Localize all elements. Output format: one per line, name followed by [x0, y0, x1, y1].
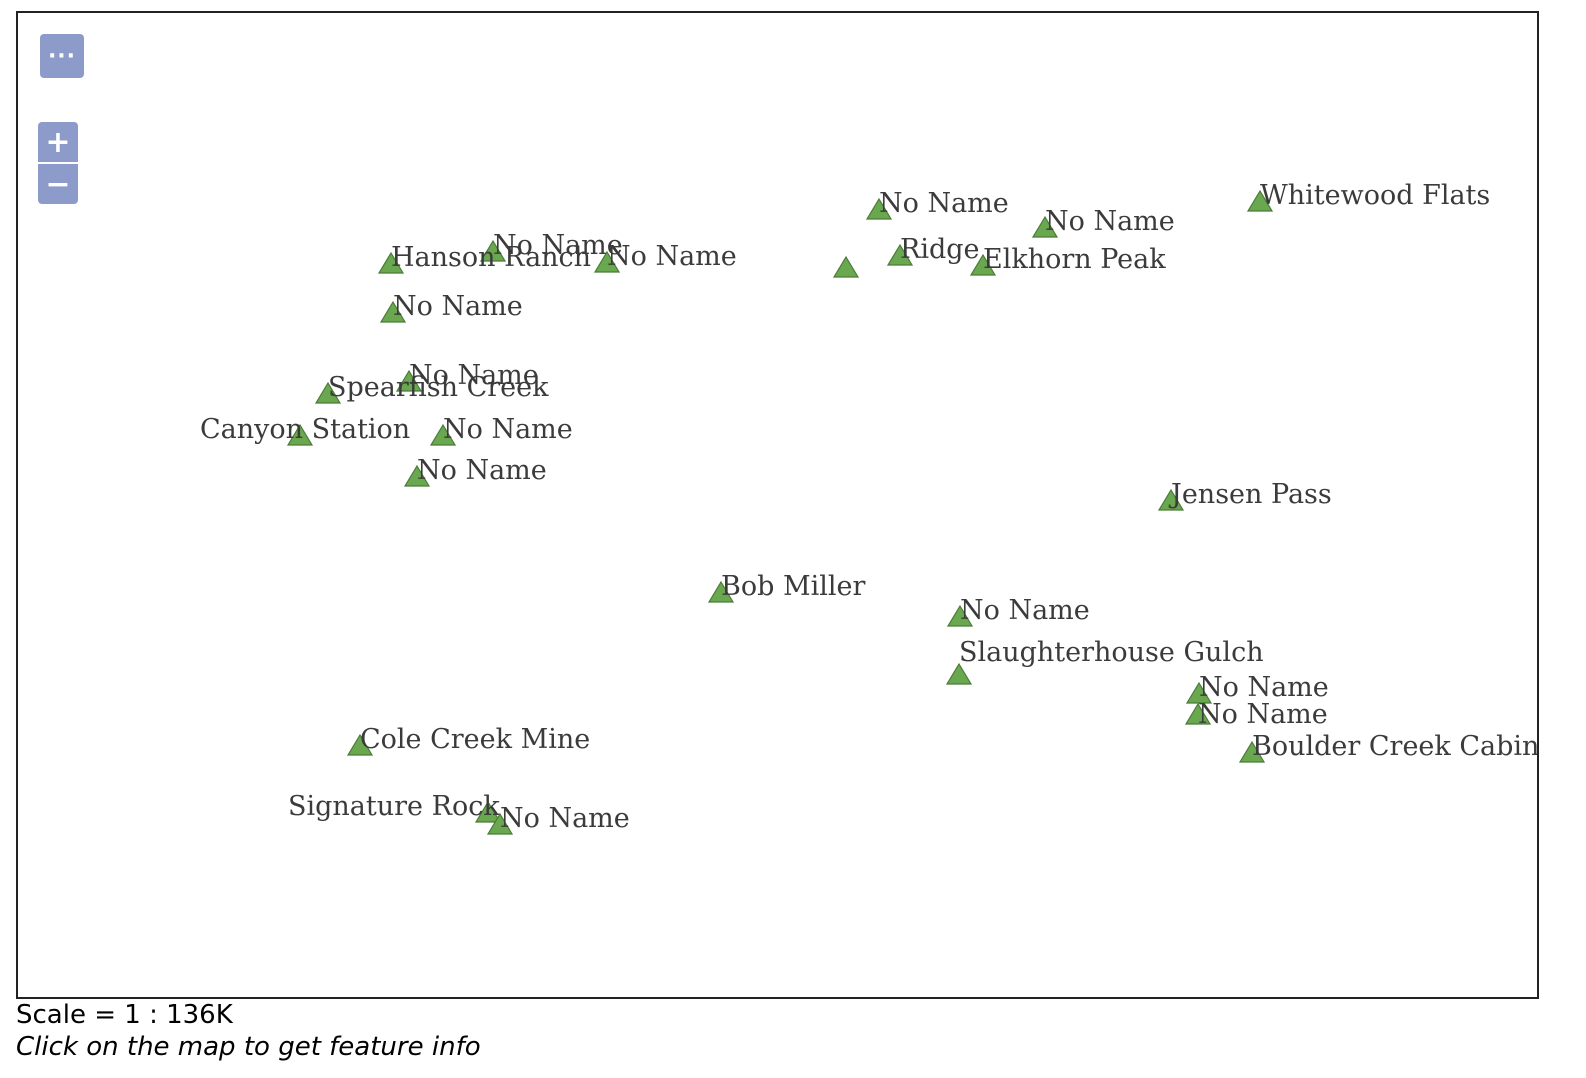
triangle-marker-icon[interactable]	[379, 300, 407, 323]
feature-label: No Name	[607, 241, 737, 272]
feature-label: No Name	[409, 360, 539, 391]
feature-label: Boulder Creek Cabin	[1252, 731, 1539, 762]
feature-label: No Name	[1198, 699, 1328, 730]
feature-label: No Name	[417, 455, 547, 486]
plus-icon: +	[45, 124, 71, 160]
triangle-marker-icon[interactable]	[377, 251, 405, 274]
zoom-out-button[interactable]: −	[38, 164, 78, 204]
feature-label: Ridge	[900, 234, 980, 265]
triangle-marker-icon[interactable]	[346, 733, 374, 756]
feature-label: No Name	[1199, 672, 1329, 703]
feature-label: Slaughterhouse Gulch	[959, 637, 1264, 668]
triangle-marker-icon[interactable]	[286, 423, 314, 446]
feature-label: No Name	[443, 414, 573, 445]
triangle-marker-icon[interactable]	[474, 800, 502, 823]
triangle-marker-icon[interactable]	[1238, 740, 1266, 763]
scale-readout: Scale = 1 : 136K	[16, 1000, 233, 1030]
triangle-marker-icon[interactable]	[946, 604, 974, 627]
triangle-marker-icon[interactable]	[593, 250, 621, 273]
triangle-marker-icon[interactable]	[1246, 189, 1274, 212]
triangle-marker-icon[interactable]	[886, 243, 914, 266]
triangle-marker-icon[interactable]	[865, 197, 893, 220]
feature-info-hint: Click on the map to get feature info	[16, 1032, 481, 1062]
feature-label: Whitewood Flats	[1260, 180, 1491, 211]
feature-label: No Name	[493, 230, 623, 261]
feature-label: Cole Creek Mine	[360, 724, 591, 755]
triangle-marker-icon[interactable]	[969, 253, 997, 276]
triangle-marker-icon[interactable]	[486, 812, 514, 835]
ellipsis-icon: ···	[47, 43, 77, 69]
triangle-marker-icon[interactable]	[314, 381, 342, 404]
feature-label: Signature Rock	[288, 791, 500, 822]
feature-label: No Name	[960, 595, 1090, 626]
feature-label: Canyon Station	[200, 414, 411, 445]
zoom-in-button[interactable]: +	[38, 122, 78, 162]
triangle-marker-icon[interactable]	[832, 255, 860, 278]
feature-label: No Name	[393, 291, 523, 322]
feature-label: Bob Miller	[721, 571, 866, 602]
triangle-marker-icon[interactable]	[479, 239, 507, 262]
feature-label: No Name	[1045, 206, 1175, 237]
map-viewport[interactable]: ··· + − No Name Hanson Ranch No Name No Nam…	[16, 11, 1539, 999]
feature-label: Spearfish Creek	[328, 372, 549, 403]
feature-label: No Name	[500, 803, 630, 834]
feature-label: Jensen Pass	[1171, 479, 1332, 510]
triangle-marker-icon[interactable]	[945, 662, 973, 685]
triangle-marker-icon[interactable]	[707, 580, 735, 603]
triangle-marker-icon[interactable]	[403, 464, 431, 487]
minus-icon: −	[45, 166, 71, 202]
layer-switcher-button[interactable]: ···	[40, 34, 84, 78]
triangle-marker-icon[interactable]	[1031, 215, 1059, 238]
triangle-marker-icon[interactable]	[1185, 681, 1213, 704]
feature-label: Elkhorn Peak	[983, 244, 1166, 275]
triangle-marker-icon[interactable]	[1157, 488, 1185, 511]
triangle-marker-icon[interactable]	[395, 369, 423, 392]
feature-label: No Name	[879, 188, 1009, 219]
triangle-marker-icon[interactable]	[1184, 702, 1212, 725]
feature-label: Hanson Ranch	[391, 242, 592, 273]
triangle-marker-icon[interactable]	[429, 423, 457, 446]
